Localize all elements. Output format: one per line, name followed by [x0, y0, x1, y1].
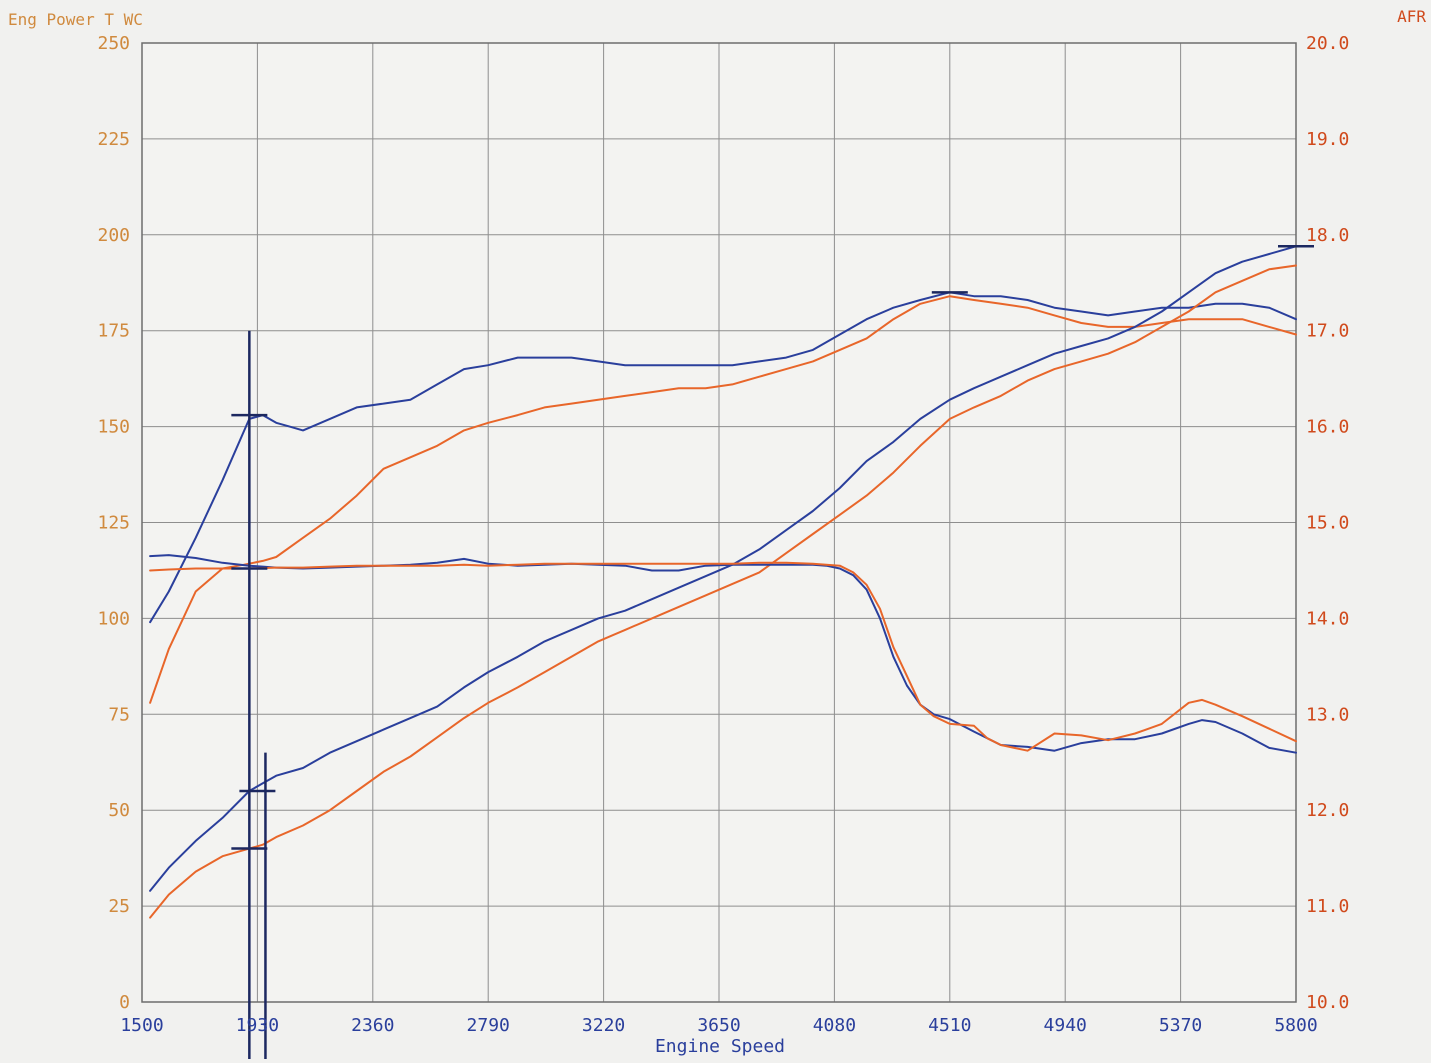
left-axis-title: Eng Power T WC — [8, 10, 143, 29]
x-tick-label: 4080 — [813, 1015, 856, 1036]
series-line-6 — [149, 561, 1297, 752]
plot-frame — [141, 42, 1297, 1003]
y-right-tick-label: 11.0 — [1306, 896, 1349, 917]
y-left-tick-label: 100 — [97, 608, 130, 629]
y-right-tick-label: 17.0 — [1306, 321, 1349, 342]
series-line-3 — [149, 245, 1297, 892]
y-left-tick-label: 150 — [97, 417, 130, 438]
y-left-tick-label: 250 — [97, 33, 130, 54]
y-right-tick-label: 16.0 — [1306, 417, 1349, 438]
x-axis-title: Engine Speed — [655, 1036, 785, 1057]
y-right-tick-label: 20.0 — [1306, 33, 1349, 54]
x-tick-label: 3220 — [582, 1015, 625, 1036]
series-line-1 — [149, 291, 1297, 624]
y-right-tick-label: 10.0 — [1306, 992, 1349, 1013]
x-tick-label: 2360 — [351, 1015, 394, 1036]
series-line-4 — [149, 264, 1297, 919]
y-right-tick-label: 15.0 — [1306, 513, 1349, 534]
x-tick-label: 3650 — [697, 1015, 740, 1036]
y-right-tick-label: 18.0 — [1306, 225, 1349, 246]
labels: Eng Power T WC AFR Engine Speed 1500 1930… — [8, 7, 1426, 1057]
y-left-tick-label: 175 — [97, 321, 130, 342]
grid — [141, 42, 1297, 1003]
x-tick-label: 5800 — [1274, 1015, 1317, 1036]
y-left-tick-label: 125 — [97, 513, 130, 534]
y-left-tick-label: 225 — [97, 129, 130, 150]
series-group — [149, 245, 1297, 919]
right-axis-title: AFR — [1397, 7, 1426, 26]
y-left-tick-label: 25 — [108, 896, 130, 917]
y-right-tick-label: 13.0 — [1306, 704, 1349, 725]
y-left-tick-label: 200 — [97, 225, 130, 246]
series-line-2 — [149, 295, 1297, 704]
x-tick-label: 2790 — [467, 1015, 510, 1036]
y-right-tick-label: 19.0 — [1306, 129, 1349, 150]
y-left-tick-label: 0 — [119, 992, 130, 1013]
y-left-tick-label: 50 — [108, 800, 130, 821]
annotations — [231, 245, 1314, 1059]
x-tick-label: 4940 — [1044, 1015, 1087, 1036]
y-right-tick-label: 14.0 — [1306, 608, 1349, 629]
x-tick-label: 1930 — [236, 1015, 279, 1036]
x-tick-label: 5370 — [1159, 1015, 1202, 1036]
y-left-tick-label: 75 — [108, 704, 130, 725]
x-tick-label: 4510 — [928, 1015, 971, 1036]
y-right-tick-label: 12.0 — [1306, 800, 1349, 821]
x-tick-label: 1500 — [120, 1015, 163, 1036]
